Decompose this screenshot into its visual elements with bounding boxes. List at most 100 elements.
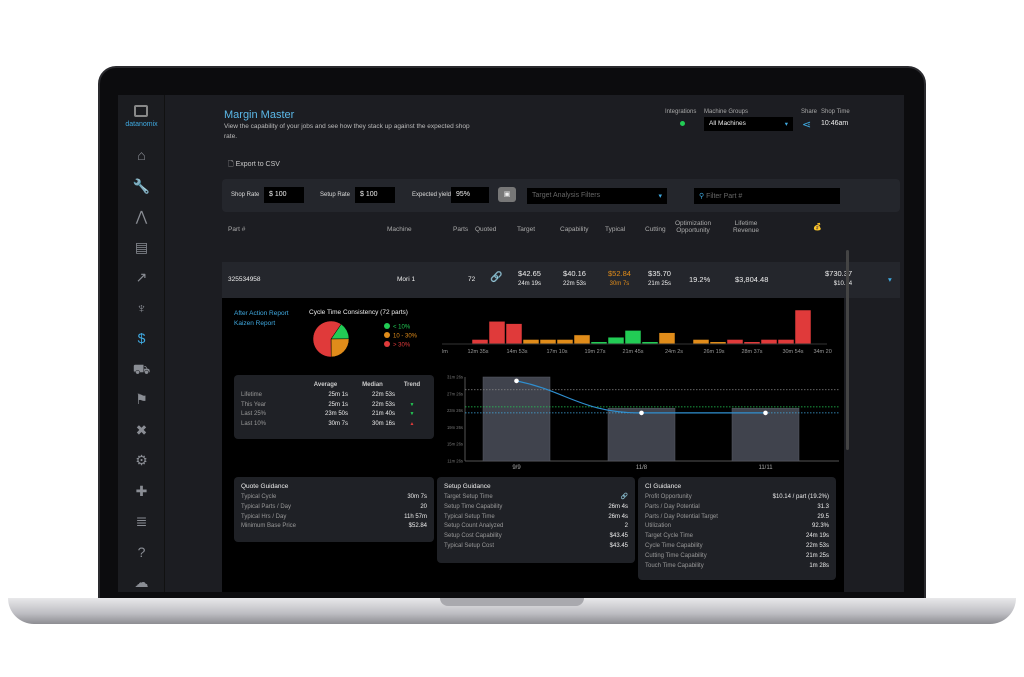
- laptop-notch: [440, 598, 584, 606]
- scrollbar[interactable]: [846, 250, 849, 450]
- truck-icon[interactable]: ⛟: [132, 360, 151, 377]
- guidance-row: Touch Time Capability 1m 28s: [645, 562, 829, 572]
- machine-icon[interactable]: ▤: [134, 238, 149, 255]
- column-header[interactable]: Parts: [453, 226, 469, 233]
- column-header[interactable]: Lifetime Revenue: [732, 220, 760, 234]
- stats-median: 22m 53s: [371, 401, 395, 408]
- trend-up-icon: ▲: [409, 421, 415, 428]
- trend-point: [639, 410, 644, 416]
- stats-median: 30m 16s: [371, 421, 395, 428]
- save-button[interactable]: ▣: [498, 187, 516, 202]
- guidance-label: Profit Opportunity: [645, 494, 692, 500]
- guidance-label: Parts / Day Potential Target: [645, 513, 718, 520]
- trend-icon[interactable]: ↗: [135, 269, 148, 285]
- guidance-row: Cycle Time Capability 22m 53s: [645, 542, 829, 552]
- stats-row-label: Last 10%: [241, 421, 267, 428]
- target-cost: $42.65: [518, 269, 541, 278]
- y-tick: 15m 26s: [447, 442, 463, 447]
- column-header[interactable]: Cutting: [645, 226, 666, 233]
- link-icon[interactable]: 🔗: [620, 494, 628, 500]
- detail-panel: After Action Report Kaizen Report Cycle …: [222, 298, 844, 592]
- guidance-row: Parts / Day Potential Target 29.5: [645, 513, 829, 523]
- guidance-label: Target Setup Time: [444, 494, 493, 500]
- puzzle-icon[interactable]: ✚: [135, 482, 148, 499]
- filter-part-input[interactable]: ⚲ Filter Part #: [694, 188, 840, 204]
- help-icon[interactable]: ?: [137, 543, 146, 560]
- stats-median: 21m 40s: [371, 411, 395, 418]
- export-csv-button[interactable]: 🗋 Export to CSV: [228, 160, 280, 171]
- cloud-icon[interactable]: ☁: [134, 574, 149, 590]
- histogram-tick: 12m 35s: [467, 349, 488, 355]
- app-screen: datanomix ⌂ 🔧 ⋀ ▤ ↗ ♆ $ ⛟ ⚑ ✖ ⚙ ✚ ≣? ☁ Margin Master …: [118, 95, 904, 592]
- wrench-icon[interactable]: 🔧: [132, 177, 151, 194]
- guidance-value: 20: [420, 503, 427, 510]
- guidance-value: 21m 25s: [805, 552, 829, 559]
- profit: $730.37: [825, 269, 853, 278]
- stats-row-label: Last 25%: [241, 411, 267, 418]
- gear-icon[interactable]: ⚙: [135, 452, 148, 468]
- save-icon: ▣: [503, 191, 511, 198]
- page-title: Margin Master: [224, 109, 295, 121]
- pie-slice: [312, 320, 342, 358]
- shop-rate-input[interactable]: $ 100: [264, 187, 304, 203]
- guidance-label: Typical Setup Cost: [444, 542, 495, 549]
- machine-groups-value: All Machines: [709, 120, 746, 127]
- column-header[interactable]: Typical: [605, 226, 626, 233]
- histogram-tick: 19m 27s: [584, 349, 605, 355]
- stats-row: Last 25% 23m 50s 21m 40s ▼: [241, 410, 427, 420]
- expected-yield-input[interactable]: 95%: [451, 187, 489, 203]
- column-header[interactable]: Machine: [387, 226, 412, 233]
- list-icon[interactable]: ≣: [135, 513, 148, 529]
- column-header[interactable]: Optimization Opportunity: [674, 220, 712, 234]
- table-row[interactable]: 325534958 Mori 1 72 🔗 $42.65 24m 19s $40.…: [222, 262, 900, 298]
- trend-point: [514, 378, 519, 384]
- column-header[interactable]: Capability: [560, 226, 589, 233]
- part-number[interactable]: 325534958: [228, 276, 261, 283]
- legend-label: > 30%: [393, 343, 411, 349]
- histogram-bar: [658, 332, 676, 345]
- guidance-value: $43.45: [609, 533, 628, 540]
- trend-none-icon: [397, 391, 427, 401]
- link-icon[interactable]: 🔗: [490, 272, 503, 283]
- kaizen-report-link[interactable]: Kaizen Report: [234, 320, 276, 327]
- histogram-bar: [777, 339, 795, 345]
- target-analysis-filters-select[interactable]: Target Analysis Filters ▾: [527, 188, 667, 204]
- after-action-report-link[interactable]: After Action Report: [234, 310, 289, 317]
- histogram-bar: [607, 336, 625, 345]
- typical-cell: $52.84 30m 7s: [608, 268, 631, 290]
- typical-time: 30m 7s: [609, 281, 630, 287]
- setup-rate-input[interactable]: $ 100: [355, 187, 395, 203]
- stats-row-label: Lifetime: [241, 391, 263, 398]
- column-header[interactable]: Quoted: [475, 226, 497, 233]
- logo-icon: [134, 105, 148, 117]
- target-filters-placeholder: Target Analysis Filters: [532, 192, 601, 199]
- column-header[interactable]: Part #: [228, 226, 246, 233]
- share-label: Share: [801, 109, 818, 115]
- stairs-icon[interactable]: ⚑: [135, 391, 148, 407]
- histogram-bar: [692, 339, 710, 345]
- dollar-icon[interactable]: $: [137, 330, 146, 346]
- stats-average: 23m 50s: [324, 411, 348, 418]
- column-header[interactable]: Target: [517, 226, 536, 233]
- pie-slice: [330, 338, 350, 358]
- trophy-icon[interactable]: ♆: [136, 299, 147, 316]
- histogram-bar: [488, 321, 506, 345]
- expand-chevron-icon[interactable]: ▾: [888, 275, 892, 284]
- x-tick: 11/11: [758, 465, 773, 471]
- trend-bar: [482, 376, 551, 462]
- stats-row: Last 10% 30m 7s 30m 16s ▲: [241, 420, 427, 430]
- guidance-row: Setup Count Analyzed 2: [444, 522, 628, 532]
- search-icon: ⚲: [699, 193, 707, 200]
- cutting-cell: $35.70 21m 25s: [648, 268, 671, 290]
- pie-title: Cycle Time Consistency (72 parts): [309, 309, 408, 316]
- trend-point: [763, 410, 768, 416]
- share-icon[interactable]: ⋖: [802, 119, 812, 131]
- expected-yield-label: Expected yield: [412, 192, 452, 198]
- guidance-label: Setup Count Analyzed: [444, 523, 504, 530]
- tools-icon[interactable]: ✖: [135, 421, 148, 438]
- road-icon[interactable]: ⋀: [135, 208, 148, 224]
- machine-groups-select[interactable]: All Machines ▾: [704, 117, 793, 131]
- histogram-tick: 26m 19s: [703, 349, 724, 355]
- home-icon[interactable]: ⌂: [137, 147, 146, 163]
- histogram-tick: 30m 54s: [782, 349, 803, 355]
